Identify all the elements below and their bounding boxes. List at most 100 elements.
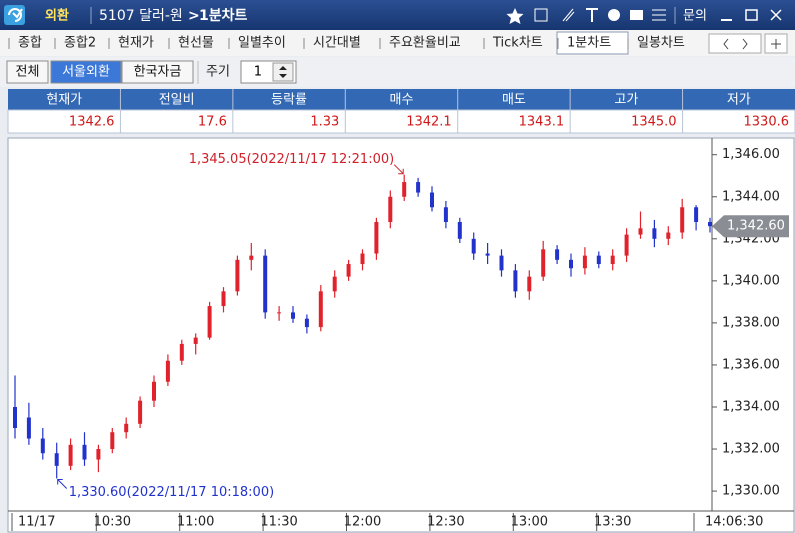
quote-value: 17.6 <box>198 115 227 130</box>
column-header: 고가 <box>614 93 638 108</box>
candle-body <box>235 259 240 292</box>
candle-body <box>332 276 337 292</box>
tab-scroll <box>708 33 762 54</box>
tab-scroll-arrows[interactable] <box>723 38 748 50</box>
candle-body <box>666 232 671 239</box>
help-icon[interactable] <box>608 9 620 21</box>
spinner-buttons[interactable] <box>272 62 294 82</box>
close-button[interactable] <box>770 9 782 21</box>
current-price-label: 1,342.60 <box>727 219 785 234</box>
tab[interactable]: Tick차트 <box>492 36 543 51</box>
candle-body <box>110 432 115 450</box>
tab-bar <box>0 30 795 56</box>
candle-body <box>610 255 615 265</box>
filter-label[interactable]: 전체 <box>16 65 40 80</box>
column-header: 전일비 <box>159 93 195 108</box>
filter-label[interactable]: 서울외환 <box>62 65 110 80</box>
x-tick-label: 11:00 <box>177 515 214 530</box>
candle-body <box>221 291 226 307</box>
candle-body <box>138 400 143 424</box>
x-tick-label: 11/17 <box>18 515 55 530</box>
quote-value: 1.33 <box>310 115 339 130</box>
y-tick-label: 1,338.00 <box>722 315 780 330</box>
annotation-arrow <box>57 478 68 489</box>
symbol: 5107 달러-원 <box>99 8 183 24</box>
column-header: 현재가 <box>46 93 82 108</box>
tab[interactable]: 일봉차트 <box>637 36 685 51</box>
menu-icon[interactable] <box>652 9 666 21</box>
y-tick-label: 1,334.00 <box>722 399 780 414</box>
candle-body <box>291 312 295 319</box>
y-tick-label: 1,346.00 <box>722 147 780 162</box>
candle-body <box>680 207 685 233</box>
help-link[interactable]: 문의 <box>683 9 707 24</box>
candle-body <box>124 423 129 433</box>
y-tick-label: 1,332.00 <box>722 442 780 457</box>
quote-value: 1345.0 <box>631 115 677 130</box>
candle-body <box>263 255 268 313</box>
candle-body <box>485 253 490 256</box>
logo-mark <box>8 8 23 22</box>
candle-body <box>360 253 365 265</box>
candle-body <box>179 343 184 361</box>
y-tick-label: 1,330.00 <box>722 484 780 499</box>
current-price-tag <box>712 215 789 238</box>
filter-label[interactable]: 한국자금 <box>134 65 182 80</box>
tab[interactable]: 1분차트 <box>567 36 611 51</box>
tab[interactable]: 현선물 <box>178 36 214 51</box>
column-header: 저가 <box>727 93 751 108</box>
quote-row <box>7 109 795 134</box>
print-icon[interactable] <box>630 10 643 20</box>
pen-icon[interactable] <box>562 8 575 22</box>
link-icon[interactable] <box>534 8 548 22</box>
candle-body <box>374 221 379 254</box>
candle-body <box>68 444 73 466</box>
y-tick-label: 1,336.00 <box>722 357 780 372</box>
x-tick-label: 13:00 <box>511 515 548 530</box>
tab[interactable]: 주요환율비교 <box>389 36 461 51</box>
filter-button[interactable] <box>6 60 49 84</box>
candle-body <box>207 306 212 338</box>
filter-button[interactable] <box>121 60 194 84</box>
tab[interactable]: 현재가 <box>118 36 154 51</box>
candle-body <box>193 337 198 344</box>
quote-value: 1330.6 <box>744 115 790 130</box>
period-value[interactable]: 1 <box>254 65 262 80</box>
tab[interactable]: 시간대별 <box>313 36 361 51</box>
y-tick-label: 1,344.00 <box>722 189 780 204</box>
candle-body <box>541 249 546 277</box>
app-name: 외환 <box>45 8 69 24</box>
period-label: 주기 <box>206 65 230 80</box>
candle-body <box>165 360 170 382</box>
column-header: 매수 <box>390 93 414 108</box>
quote-value: 1342.6 <box>69 115 115 130</box>
favorite-icon[interactable] <box>506 8 524 24</box>
annotation: 1,345.05(2022/11/17 12:21:00) <box>189 152 394 167</box>
quote-value: 1342.1 <box>406 115 452 130</box>
candle-body <box>318 291 323 328</box>
tab[interactable]: 종합 <box>18 36 42 51</box>
candle-body <box>304 318 309 328</box>
tab[interactable]: 일별추이 <box>238 36 286 51</box>
candle-body <box>402 182 407 197</box>
x-tick-label: 12:00 <box>344 515 381 530</box>
candle-body <box>13 406 17 429</box>
candle-body <box>416 182 421 193</box>
tab[interactable]: 종합2 <box>64 36 96 51</box>
candle-body <box>499 255 504 271</box>
candle-body <box>457 221 462 239</box>
candle-body <box>96 449 101 460</box>
annotation-arrow <box>393 164 404 175</box>
candle-body <box>26 417 31 439</box>
spinner-arrows <box>279 66 287 78</box>
candle-body <box>152 381 156 401</box>
text-icon[interactable] <box>586 8 598 22</box>
candle-body <box>388 196 393 222</box>
breadcrumb-separator: > <box>188 8 200 24</box>
maximize-button[interactable] <box>745 9 758 21</box>
x-tick-label: 14:06:30 <box>705 515 763 530</box>
candle-body <box>652 228 657 239</box>
screen-name: 1분차트 <box>199 8 248 24</box>
filter-button[interactable] <box>50 60 122 84</box>
